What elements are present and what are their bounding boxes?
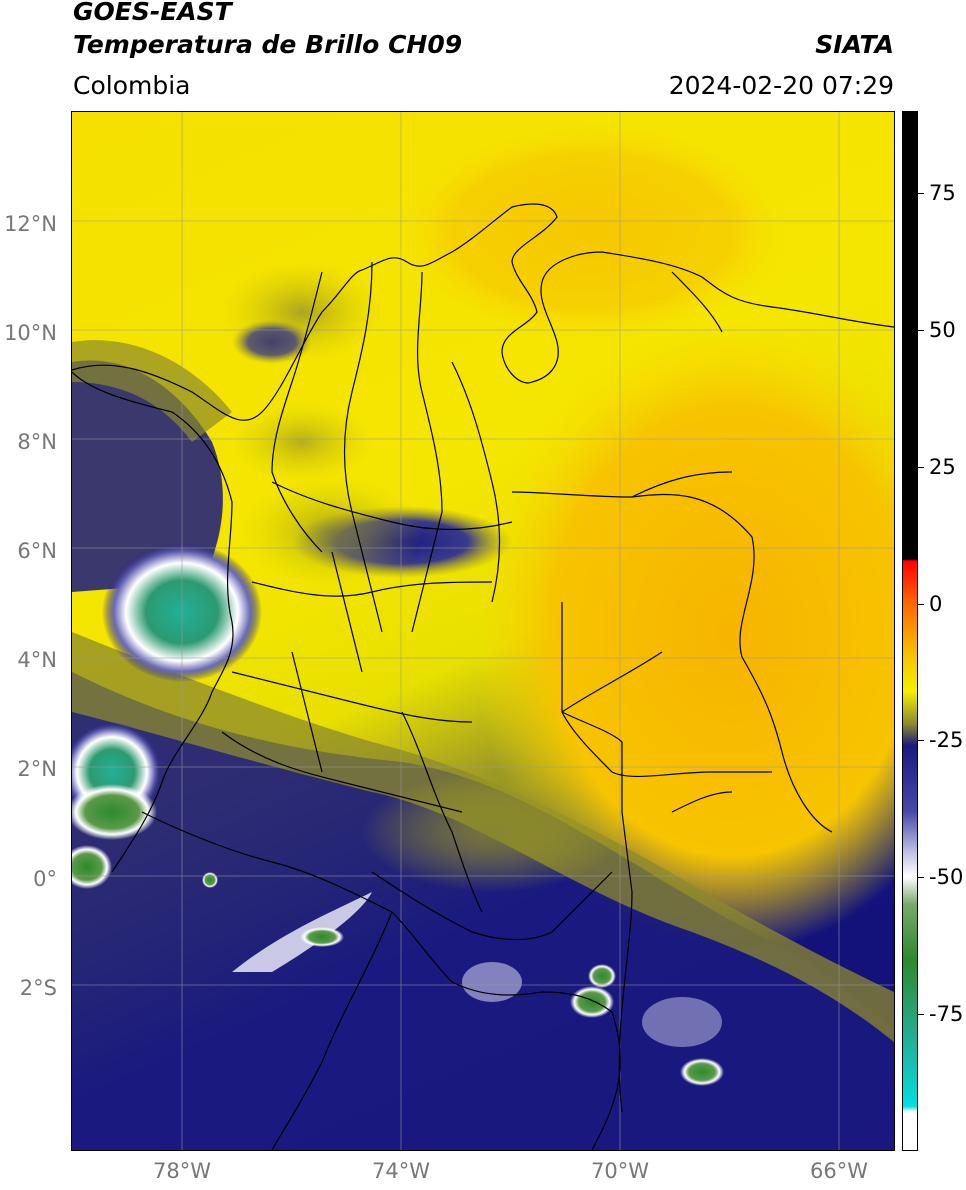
lat-label-10n: 10°N bbox=[4, 321, 57, 345]
department-border bbox=[251, 581, 493, 597]
national-border bbox=[591, 1011, 621, 1150]
graticule bbox=[72, 112, 894, 1150]
department-border bbox=[411, 271, 443, 633]
colorbar-tick bbox=[918, 466, 924, 468]
satellite-title: GOES-EAST bbox=[73, 0, 232, 26]
national-border bbox=[561, 711, 772, 778]
lat-label-0: 0° bbox=[33, 867, 57, 891]
lon-label-78w: 78°W bbox=[153, 1159, 211, 1183]
coastline bbox=[72, 371, 234, 873]
department-border bbox=[271, 481, 513, 531]
national-border bbox=[371, 871, 613, 941]
colorbar-tick-label: 50 bbox=[929, 317, 956, 342]
department-border bbox=[671, 271, 723, 333]
colorbar-tick bbox=[918, 740, 924, 742]
colorbar-tick-label: -50 bbox=[929, 865, 964, 890]
department-border bbox=[671, 791, 733, 813]
lat-label-2n: 2°N bbox=[17, 757, 57, 781]
department-border bbox=[291, 651, 323, 773]
coastline bbox=[72, 203, 894, 421]
national-border bbox=[271, 911, 393, 1150]
colorbar-tick bbox=[918, 603, 924, 605]
lat-label-4n: 4°N bbox=[17, 648, 57, 672]
colorbar-tick-label: 75 bbox=[929, 181, 956, 206]
timestamp-label: 2024-02-20 07:29 bbox=[668, 71, 894, 100]
national-border bbox=[141, 811, 613, 1013]
department-border bbox=[221, 731, 463, 813]
department-border bbox=[631, 471, 733, 498]
colorbar-tick-label: 0 bbox=[929, 591, 943, 616]
lon-label-74w: 74°W bbox=[372, 1159, 430, 1183]
department-border bbox=[331, 551, 363, 673]
colorbar-tick bbox=[918, 1014, 924, 1016]
lat-label-12n: 12°N bbox=[4, 212, 57, 236]
department-border bbox=[561, 651, 663, 713]
brightness-temperature-map bbox=[71, 111, 895, 1151]
colorbar-tick-label: 25 bbox=[929, 454, 956, 479]
colorbar-tick bbox=[918, 329, 924, 331]
colorbar-tick-label: -25 bbox=[929, 728, 964, 753]
national-border bbox=[511, 491, 833, 833]
colorbar-tick-label: -75 bbox=[929, 1002, 964, 1027]
colorbar-tick bbox=[918, 193, 924, 195]
lon-label-66w: 66°W bbox=[810, 1159, 868, 1183]
department-border bbox=[451, 361, 501, 603]
department-border bbox=[343, 261, 383, 633]
temperature-colorbar bbox=[902, 111, 918, 1151]
borders bbox=[72, 203, 894, 1150]
department-border bbox=[231, 671, 473, 723]
lat-label-8n: 8°N bbox=[17, 430, 57, 454]
lat-label-6n: 6°N bbox=[17, 539, 57, 563]
colorbar-tick bbox=[918, 877, 924, 879]
brand-label: SIATA bbox=[815, 30, 894, 59]
department-border bbox=[401, 711, 483, 913]
department-border bbox=[271, 271, 323, 553]
region-label: Colombia bbox=[73, 71, 191, 100]
lon-label-70w: 70°W bbox=[591, 1159, 649, 1183]
product-title: Temperatura de Brillo CH09 bbox=[73, 30, 463, 59]
lat-label-2s: 2°S bbox=[19, 976, 57, 1000]
